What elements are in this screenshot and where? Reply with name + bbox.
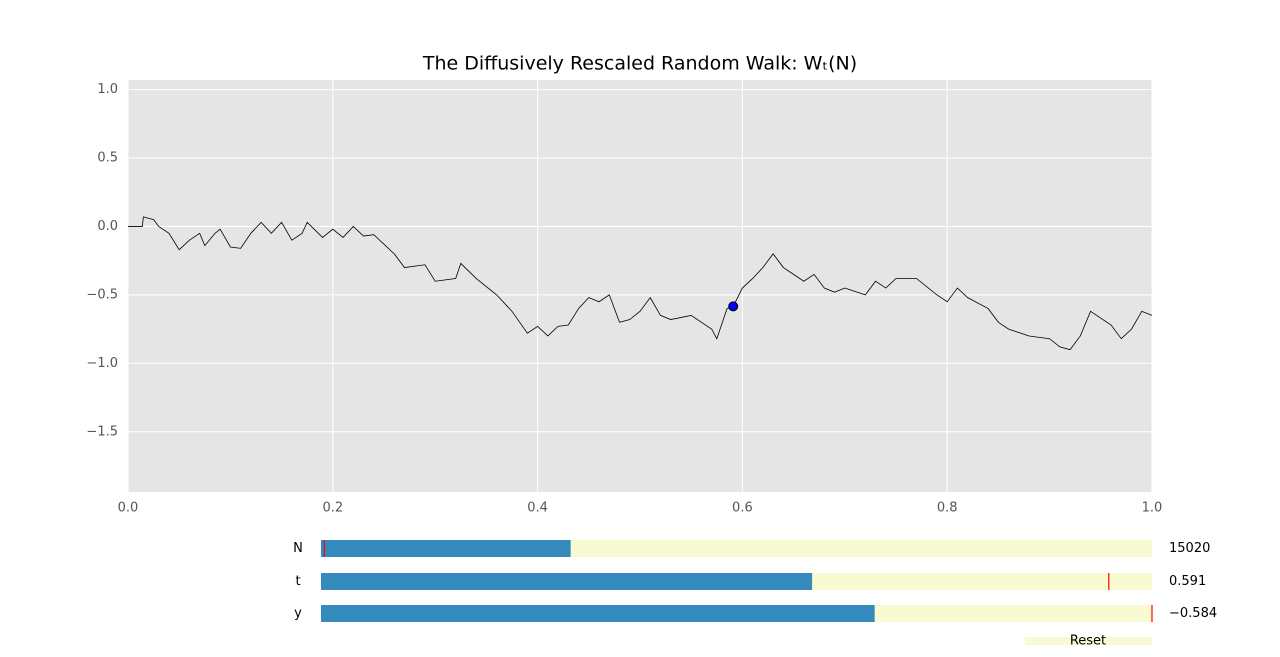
x-tick-label: 0.6 — [732, 501, 753, 516]
slider-label: N — [293, 541, 303, 556]
slider-fill[interactable] — [321, 573, 813, 590]
y-tick-label: 1.0 — [97, 82, 118, 97]
y-tick-label: −0.5 — [86, 287, 118, 302]
slider-fill[interactable] — [321, 540, 571, 557]
x-tick-label: 1.0 — [1142, 501, 1163, 516]
slider-value: −0.584 — [1169, 606, 1217, 621]
slider-value: 15020 — [1169, 541, 1210, 556]
y-tick-label: 0.0 — [97, 219, 118, 234]
x-tick-label: 0.0 — [118, 501, 139, 516]
reset-label[interactable]: Reset — [1070, 634, 1106, 649]
x-tick-label: 0.4 — [527, 501, 548, 516]
slider-label: y — [294, 606, 302, 621]
x-tick-label: 0.8 — [937, 501, 958, 516]
reset-button[interactable] — [1025, 637, 1152, 645]
chart-title: The Diffusively Rescaled Random Walk: Wₜ… — [422, 53, 857, 75]
slider-fill[interactable] — [321, 605, 875, 622]
slider-value: 0.591 — [1169, 574, 1206, 589]
y-tick-label: −1.5 — [86, 424, 118, 439]
walk-line — [128, 216, 1153, 351]
y-tick-label: −1.0 — [86, 356, 118, 371]
slider-label: t — [295, 574, 300, 589]
plot-area — [128, 80, 1152, 492]
y-tick-label: 0.5 — [97, 151, 118, 166]
current-point — [728, 301, 739, 312]
x-tick-label: 0.2 — [322, 501, 343, 516]
